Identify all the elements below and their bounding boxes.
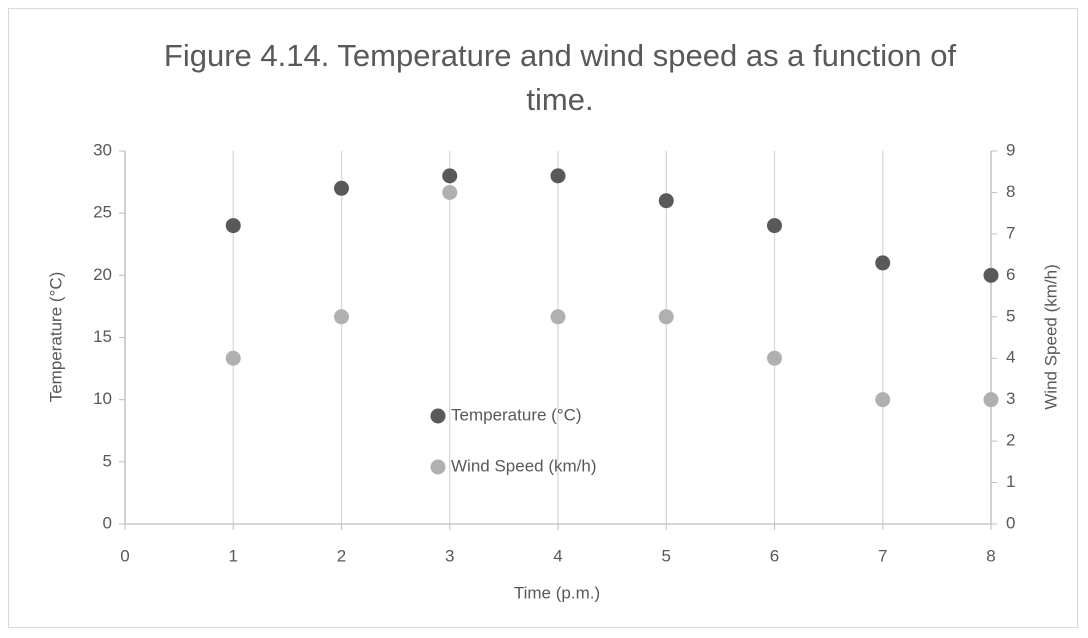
y2-tick-label: 9: [1006, 140, 1015, 159]
point: [225, 350, 241, 366]
point: [442, 168, 458, 184]
x-tick-label: 6: [770, 546, 779, 565]
point: [658, 309, 674, 325]
y-axis-label: Temperature (°C): [46, 272, 65, 403]
point: [983, 267, 999, 283]
y-tick-label: 30: [93, 140, 112, 159]
y-tick-label: 25: [93, 203, 112, 222]
point: [767, 218, 782, 234]
chart-title: Figure 4.14. Temperature and wind speed …: [163, 38, 957, 117]
y-tick-label: 10: [93, 389, 112, 408]
x-tick-label: 1: [229, 546, 238, 565]
y2-tick-label: 4: [1006, 348, 1015, 367]
y-tick-label: 0: [103, 513, 112, 532]
legend-marker: [430, 408, 446, 424]
legend-label: Temperature (°C): [451, 405, 582, 424]
y2-tick-label: 3: [1006, 389, 1015, 408]
y-tick-label: 20: [93, 265, 112, 284]
x-tick-label: 8: [986, 546, 995, 565]
y2-tick-label: 2: [1006, 431, 1015, 450]
x-axis-label: Time (p.m.): [514, 583, 600, 602]
x-tick-label: 5: [662, 546, 671, 565]
y2-tick-label: 1: [1006, 472, 1015, 491]
point: [658, 193, 674, 209]
legend-label: Wind Speed (km/h): [451, 456, 597, 475]
y-tick-label: 5: [103, 451, 112, 470]
x-tick-label: 4: [553, 546, 562, 565]
point: [225, 218, 241, 234]
y-tick-label: 15: [93, 327, 112, 346]
x-tick-label: 2: [337, 546, 346, 565]
y2-tick-label: 5: [1006, 306, 1015, 325]
point: [767, 350, 782, 366]
chart-frame: [8, 8, 1078, 628]
point: [875, 392, 891, 408]
x-tick-label: 7: [878, 546, 887, 565]
y2-tick-label: 8: [1006, 182, 1015, 201]
point: [550, 168, 566, 184]
point: [442, 184, 458, 200]
point: [550, 309, 566, 325]
y2-tick-label: 7: [1006, 223, 1015, 242]
y2-tick-label: 6: [1006, 265, 1015, 284]
y2-axis-label: Wind Speed (km/h): [1041, 264, 1060, 410]
point: [983, 392, 999, 408]
point: [334, 309, 349, 325]
point: [875, 255, 891, 271]
point: [334, 180, 349, 196]
y2-tick-label: 0: [1006, 513, 1015, 532]
legend-marker: [430, 459, 446, 475]
x-tick-label: 3: [445, 546, 454, 565]
x-tick-label: 0: [120, 546, 129, 565]
